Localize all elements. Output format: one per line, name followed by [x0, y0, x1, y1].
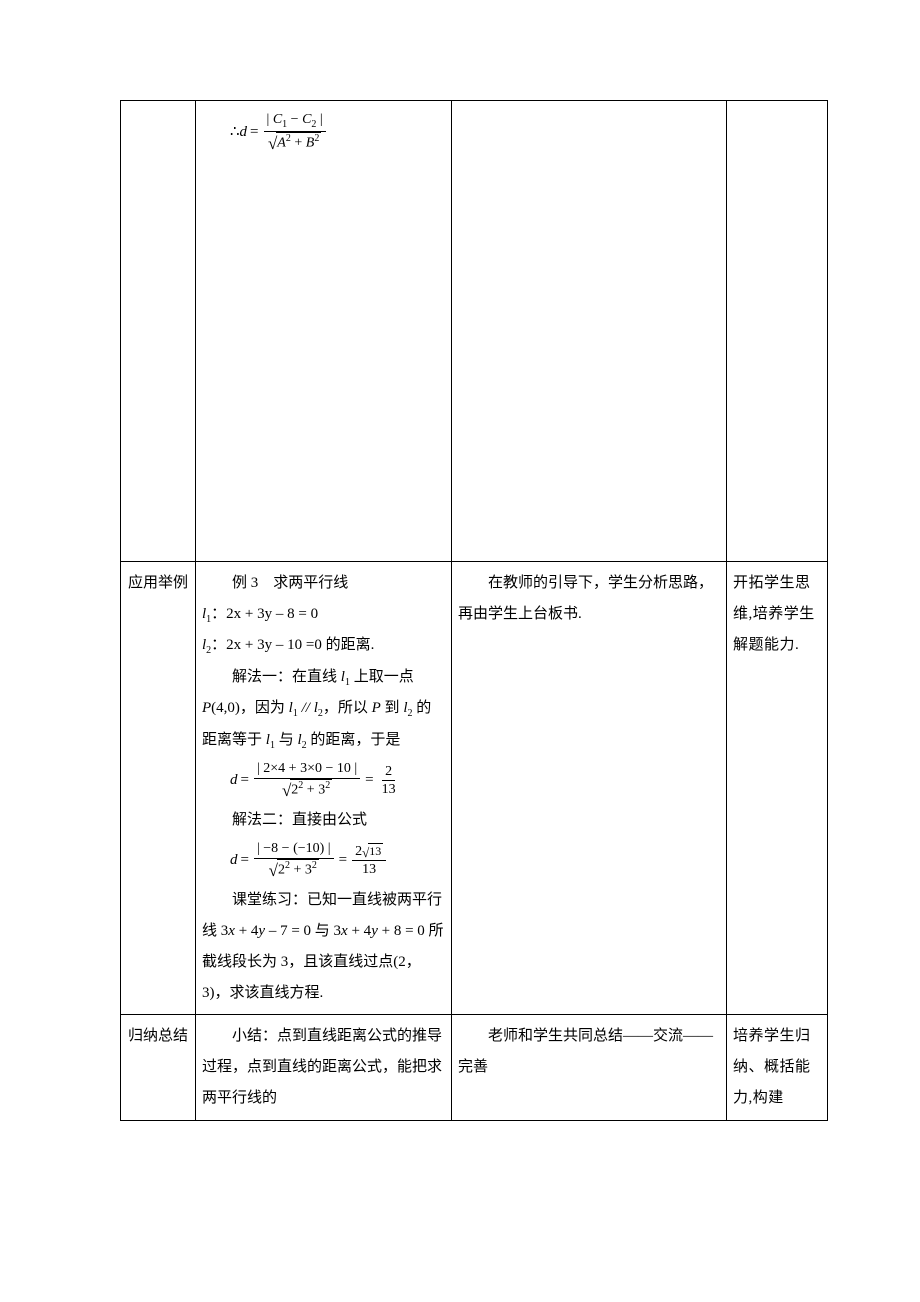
- t: + 4: [348, 923, 371, 939]
- var-d: d: [230, 853, 238, 868]
- cell-r1-c2: ∴ d = | C1 − C2 | √ A2 + B2: [196, 101, 452, 562]
- t: 上取一点: [350, 669, 414, 685]
- page-container: ∴ d = | C1 − C2 | √ A2 + B2 应用举例: [0, 0, 920, 1161]
- rden: 13: [379, 781, 399, 799]
- formula-solution-1: d = | 2×4 + 3×0 − 10 | √22 + 32 = 2 13: [230, 760, 445, 801]
- x: x: [341, 923, 348, 939]
- t: ，所以: [323, 700, 372, 716]
- cell-r1-c1: [121, 101, 196, 562]
- t: 老师和学生共同总结——交流——完善: [458, 1028, 713, 1075]
- example-title: 例 3 求两平行线: [202, 568, 445, 599]
- den-a: A: [277, 136, 286, 151]
- lesson-plan-table: ∴ d = | C1 − C2 | √ A2 + B2 应用举例: [120, 100, 828, 1121]
- table-row: ∴ d = | C1 − C2 | √ A2 + B2: [121, 101, 828, 562]
- t: 小结：点到直线距离公式的推导过程，点到直线的距离公式，能把求两平行线的: [202, 1028, 442, 1106]
- table-row: 归纳总结 小结：点到直线距离公式的推导过程，点到直线的距离公式，能把求两平行线的…: [121, 1015, 828, 1120]
- summary-text: 小结：点到直线距离公式的推导过程，点到直线的距离公式，能把求两平行线的: [202, 1021, 445, 1113]
- den: √22 + 32: [266, 859, 322, 882]
- t: – 7 = 0 与 3: [265, 923, 341, 939]
- fraction-numerator: | C1 − C2 |: [264, 111, 326, 132]
- t: 与: [275, 732, 298, 748]
- italic-p: P: [372, 700, 381, 716]
- cell-r1-c4: [727, 101, 828, 562]
- eq-l2: ：2x + 3y – 10 =0 的距离.: [211, 637, 374, 653]
- formula-solution-2: d = | −8 − (−10) | √22 + 32 = 2√13 13: [230, 840, 445, 881]
- cell-r2-c2: 例 3 求两平行线 l1：2x + 3y – 8 = 0 l2：2x + 3y …: [196, 562, 452, 1015]
- teacher-guidance: 在教师的引导下，学生分析思路，再由学生上台板书.: [458, 568, 720, 630]
- cell-r2-c1: 应用举例: [121, 562, 196, 1015]
- coef: 2: [355, 844, 362, 859]
- formula-var-d: d: [240, 125, 248, 140]
- den: √22 + 32: [279, 779, 335, 802]
- cell-r3-c2: 小结：点到直线距离公式的推导过程，点到直线的距离公式，能把求两平行线的: [196, 1015, 452, 1120]
- therefore-symbol: ∴: [230, 125, 240, 140]
- fraction-result: 2√13 13: [352, 843, 386, 879]
- fraction: | −8 − (−10) | √22 + 32: [254, 840, 334, 881]
- table-row: 应用举例 例 3 求两平行线 l1：2x + 3y – 8 = 0 l2：2x …: [121, 562, 828, 1015]
- class-exercise: 课堂练习：已知一直线被两平行线 3x + 4y – 7 = 0 与 3x + 4…: [202, 885, 445, 1008]
- cell-r1-c3: [452, 101, 727, 562]
- italic-p: P: [202, 700, 211, 716]
- t: + 4: [235, 923, 258, 939]
- line-l2: l2：2x + 3y – 10 =0 的距离.: [202, 630, 445, 662]
- t: 的距离，于是: [307, 732, 401, 748]
- cell-r3-c3: 老师和学生共同总结——交流——完善: [452, 1015, 727, 1120]
- plus: +: [291, 136, 306, 151]
- num: | 2×4 + 3×0 − 10 |: [254, 760, 360, 779]
- sqrt: √ A2 + B2: [268, 132, 321, 152]
- solution-1-text: 解法一：在直线 l1 上取一点 P(4,0)，因为 l1 // l2，所以 P …: [202, 662, 445, 757]
- x: x: [228, 923, 235, 939]
- t: 解法一：在直线: [232, 669, 341, 685]
- eq-l1: ：2x + 3y – 8 = 0: [211, 606, 318, 622]
- summary-activity: 老师和学生共同总结——交流——完善: [458, 1021, 720, 1083]
- formula-distance-parallel: ∴ d = | C1 − C2 | √ A2 + B2: [230, 111, 445, 155]
- var-d: d: [230, 773, 238, 788]
- fraction: | 2×4 + 3×0 − 10 | √22 + 32: [254, 760, 360, 801]
- parallel: //: [298, 700, 314, 716]
- t: 到: [381, 700, 404, 716]
- fraction-denominator: √ A2 + B2: [265, 132, 324, 155]
- rad: 13: [368, 843, 383, 859]
- equals-sign: =: [250, 125, 258, 140]
- line-l1: l1：2x + 3y – 8 = 0: [202, 599, 445, 631]
- cell-r2-c3: 在教师的引导下，学生分析思路，再由学生上台板书.: [452, 562, 727, 1015]
- num: | −8 − (−10) |: [254, 840, 334, 859]
- cell-r3-c1: 归纳总结: [121, 1015, 196, 1120]
- cell-r3-c4: 培养学生归纳、概括能力,构建: [727, 1015, 828, 1120]
- cell-r2-c4: 开拓学生思维,培养学生解题能力.: [727, 562, 828, 1015]
- y: y: [371, 923, 378, 939]
- rden: 13: [359, 861, 379, 879]
- fraction-result: 2 13: [379, 763, 399, 799]
- rnum: 2: [382, 763, 395, 782]
- rnum: 2√13: [352, 843, 386, 862]
- fraction: | C1 − C2 | √ A2 + B2: [264, 111, 326, 155]
- t: (4,0)，因为: [211, 700, 289, 716]
- b: 3: [305, 862, 312, 877]
- solution-2-label: 解法二：直接由公式: [202, 805, 445, 836]
- a: 2: [278, 862, 285, 877]
